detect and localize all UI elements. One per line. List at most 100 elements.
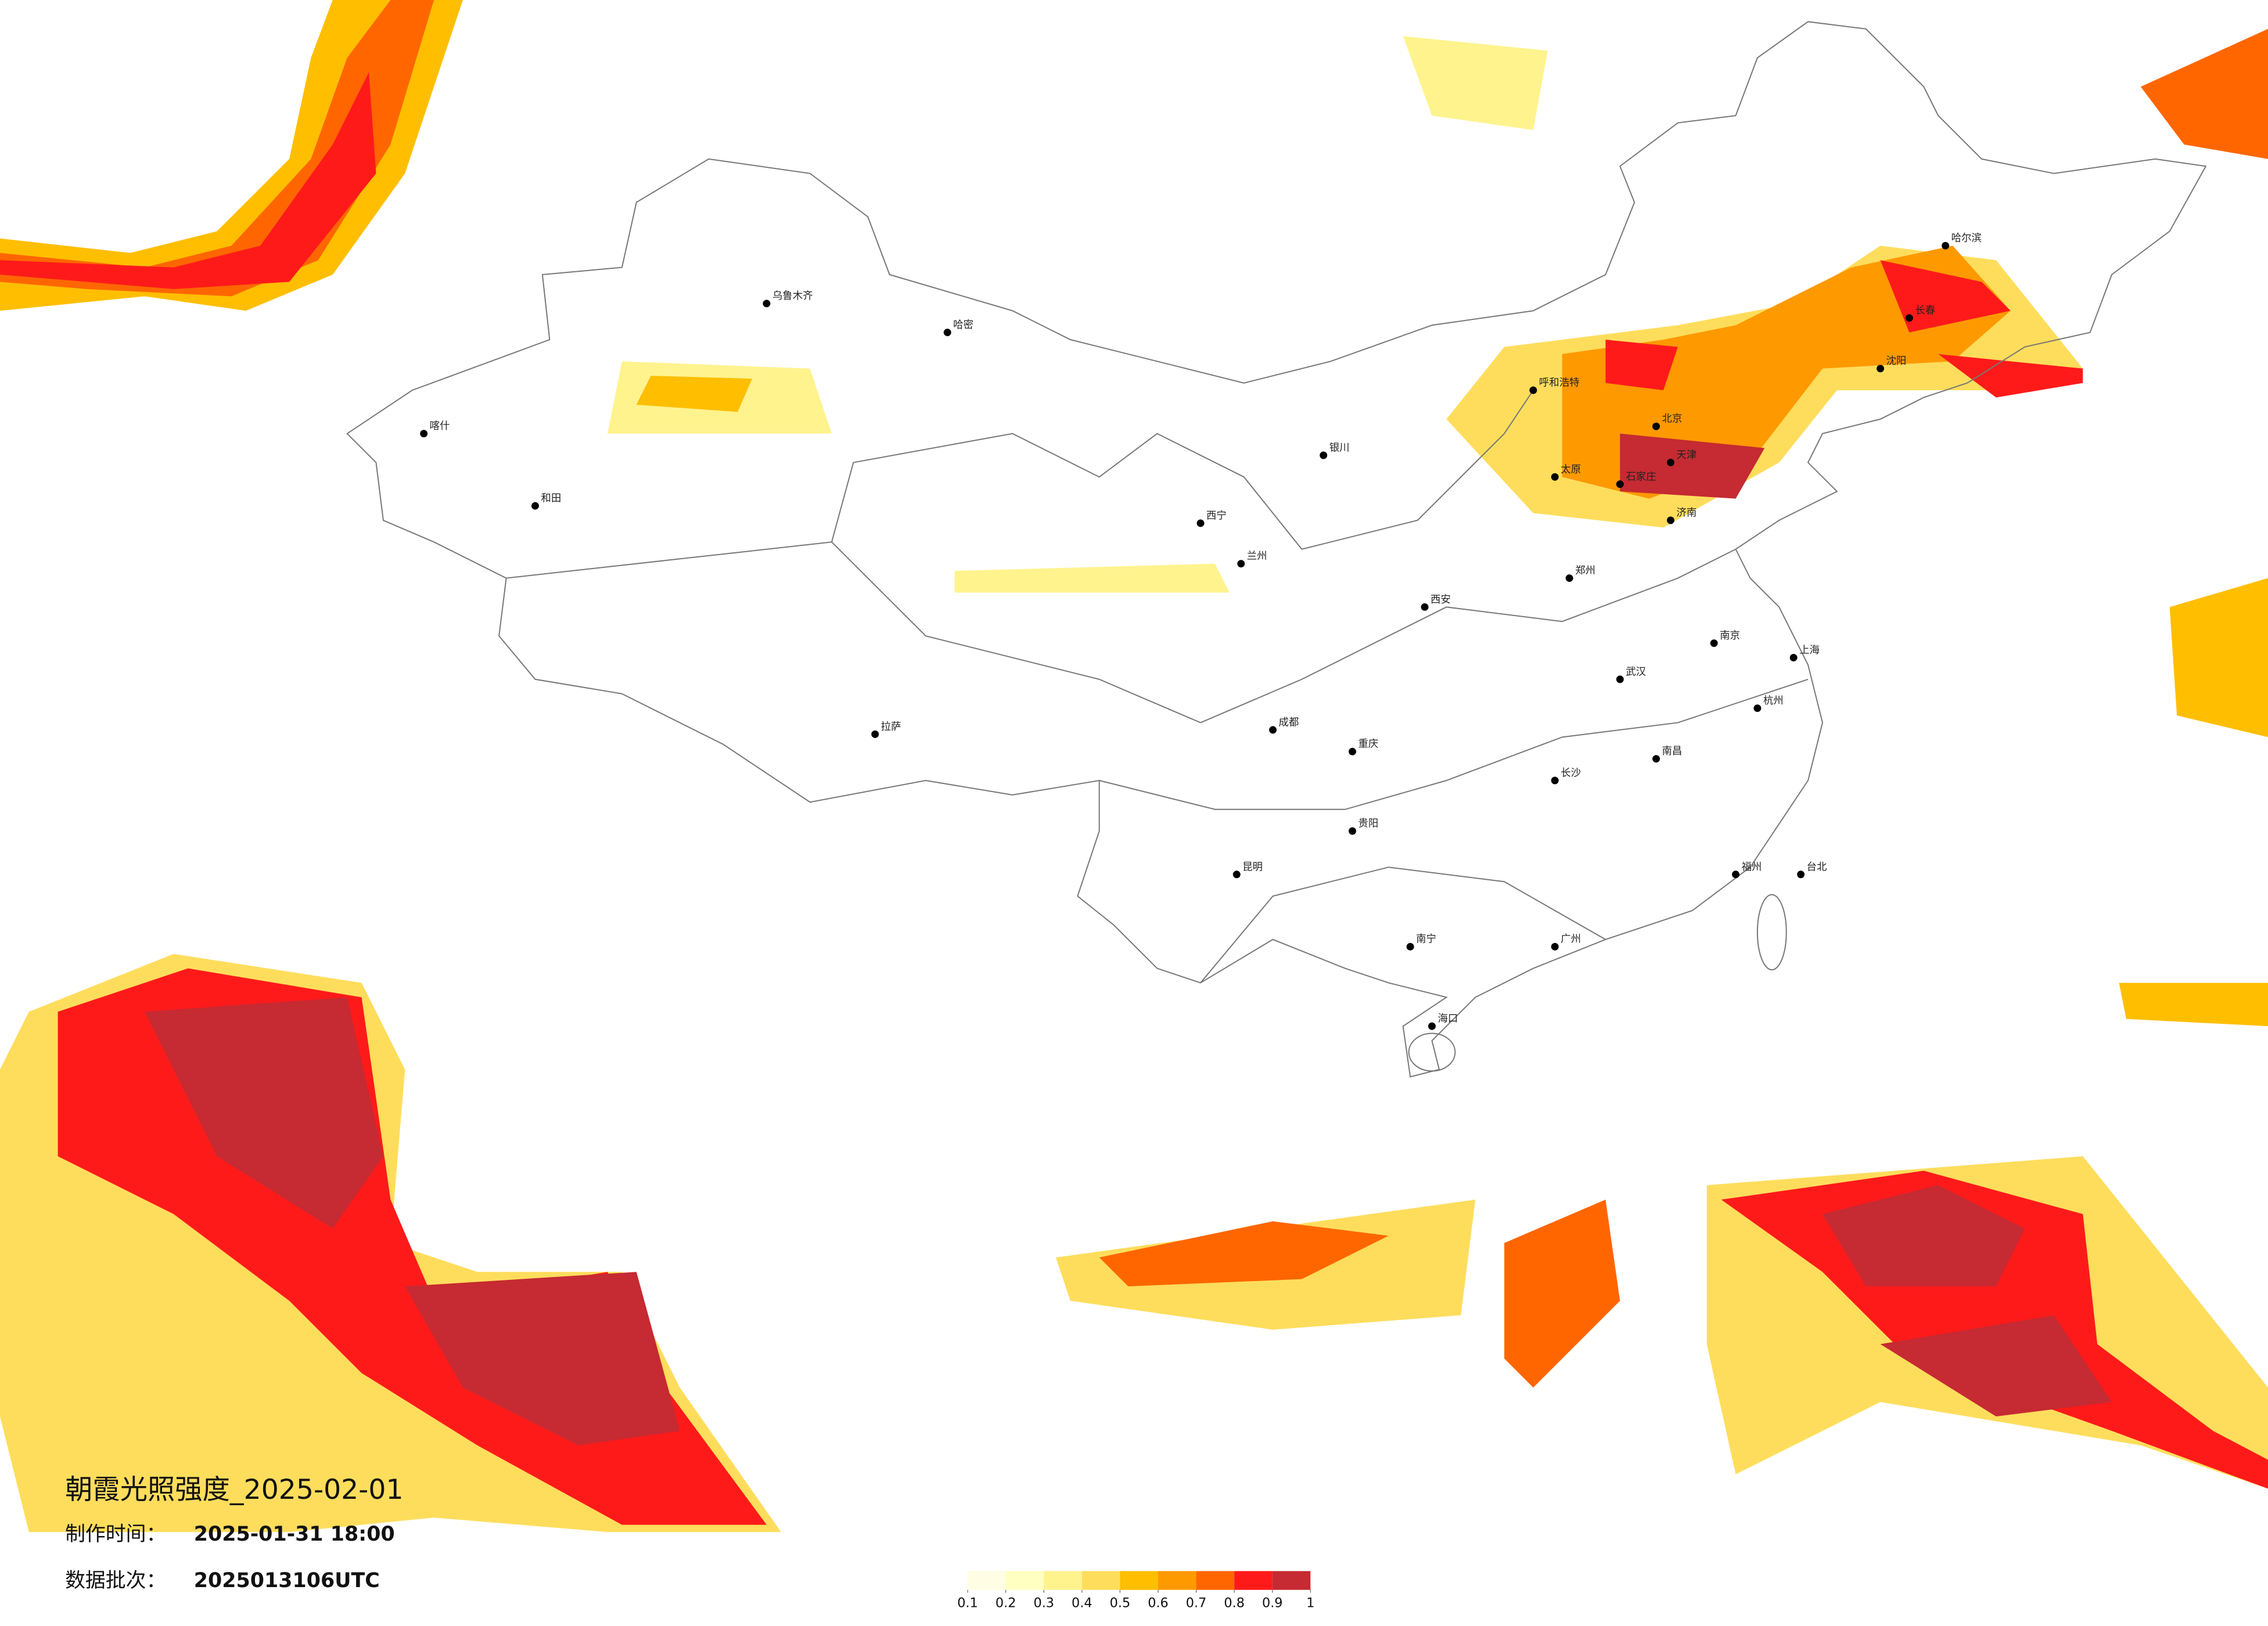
country-outline xyxy=(346,21,2207,1078)
city-dot xyxy=(1565,574,1573,582)
colorbar-tick-label: 1 xyxy=(1306,1596,1314,1611)
city-dot xyxy=(1877,365,1885,373)
city-dot xyxy=(1652,755,1660,763)
city-label: 南宁 xyxy=(1416,934,1436,945)
heat-layer xyxy=(0,0,2268,1533)
heat-area xyxy=(1620,433,1765,499)
city-dot xyxy=(1232,870,1241,879)
city-label: 哈密 xyxy=(953,319,973,331)
city-label: 郑州 xyxy=(1575,565,1595,577)
city-label: 喀什 xyxy=(430,420,450,432)
heat-area xyxy=(1822,1185,2025,1287)
city-dot xyxy=(1666,516,1674,524)
province-line xyxy=(506,390,1534,579)
city-label: 福州 xyxy=(1741,861,1762,873)
city-label: 西宁 xyxy=(1206,510,1227,522)
city-label: 海口 xyxy=(1437,1013,1458,1025)
colorbar-tick-label: 0.2 xyxy=(995,1596,1016,1611)
heat-area xyxy=(2140,28,2268,159)
colorbar-tick-label: 0.4 xyxy=(1072,1596,1092,1611)
colorbar-swatch xyxy=(1120,1571,1159,1590)
colorbar: 0.1 0.2 0.3 0.4 0.5 0.6 0.7 0.8 0.9 1 xyxy=(957,1571,1314,1611)
city-label: 昆明 xyxy=(1242,861,1263,873)
city-dot xyxy=(1406,942,1414,951)
city-label: 重庆 xyxy=(1358,739,1379,750)
city-dot xyxy=(1652,422,1660,430)
city-label: 台北 xyxy=(1807,861,1827,873)
city-label: 太原 xyxy=(1561,464,1581,476)
heat-area xyxy=(405,1272,680,1445)
city-dot xyxy=(420,430,428,438)
city-dot xyxy=(1666,458,1674,466)
city-dot xyxy=(1551,942,1559,951)
city-dot xyxy=(531,502,539,510)
city-dot xyxy=(1942,242,1950,250)
city-label: 和田 xyxy=(541,493,561,505)
heat-area xyxy=(1880,260,2011,333)
city-dot xyxy=(1616,480,1624,488)
heat-area xyxy=(1504,1199,1620,1388)
city-dot xyxy=(871,730,879,738)
colorbar-tick-label: 0.1 xyxy=(957,1596,978,1611)
city-dot xyxy=(1905,314,1913,322)
colorbar-tick-label: 0.5 xyxy=(1110,1596,1131,1611)
province-line xyxy=(1200,866,1606,984)
taiwan xyxy=(1756,894,1787,971)
city-dot xyxy=(1753,704,1762,713)
colorbar-swatch xyxy=(968,1571,1006,1590)
city-label: 西安 xyxy=(1430,594,1451,606)
city-dot xyxy=(763,300,771,308)
city-label: 上海 xyxy=(1799,645,1820,656)
city-label: 兰州 xyxy=(1247,551,1267,562)
heat-area xyxy=(2119,983,2268,1027)
heat-area xyxy=(1605,339,1678,390)
colorbar-swatch xyxy=(1081,1571,1120,1590)
city-label: 杭州 xyxy=(1763,695,1784,707)
city-dot xyxy=(1320,451,1328,459)
city-label: 银川 xyxy=(1329,443,1350,454)
heat-area xyxy=(145,997,383,1229)
heat-area xyxy=(1099,1221,1389,1287)
city-dot xyxy=(943,328,951,336)
city-label: 成都 xyxy=(1279,717,1299,728)
city-dot xyxy=(1421,603,1429,611)
heat-area xyxy=(1880,1315,2112,1417)
heat-area xyxy=(2169,578,2268,738)
city-label: 北京 xyxy=(1662,413,1683,425)
city-label: 长春 xyxy=(1915,305,1935,316)
city-dot xyxy=(1789,653,1798,661)
province-line xyxy=(1099,678,1809,810)
colorbar-tick-label: 0.9 xyxy=(1262,1596,1283,1611)
city-dot xyxy=(1616,675,1624,684)
colorbar-swatch xyxy=(1196,1571,1235,1590)
city-dot xyxy=(1428,1022,1436,1030)
city-label: 贵阳 xyxy=(1358,818,1379,830)
city-dot xyxy=(1551,473,1559,481)
city-label: 呼和浩特 xyxy=(1539,377,1580,389)
colorbar-tick-label: 0.8 xyxy=(1224,1596,1245,1611)
city-label: 广州 xyxy=(1561,934,1581,945)
batch-value: 2025013106UTC xyxy=(194,1569,380,1592)
colorbar-swatch xyxy=(1044,1571,1082,1590)
colorbar-swatch xyxy=(1005,1571,1044,1590)
city-dot xyxy=(1237,560,1245,568)
city-label: 天津 xyxy=(1676,449,1696,461)
city-dot xyxy=(1269,726,1277,734)
city-dot xyxy=(1529,386,1537,394)
city-label: 南昌 xyxy=(1662,746,1683,757)
city-dot xyxy=(1732,870,1739,879)
heat-area xyxy=(1403,36,1548,130)
made-time-value: 2025-01-31 18:00 xyxy=(194,1523,395,1546)
city-label: 长沙 xyxy=(1561,768,1581,779)
city-label: 石家庄 xyxy=(1626,471,1656,483)
city-dot xyxy=(1349,827,1357,835)
city-dot xyxy=(1196,519,1205,527)
colorbar-swatch xyxy=(1234,1571,1273,1590)
colorbar-tick-label: 0.6 xyxy=(1148,1596,1169,1611)
city-dot xyxy=(1710,639,1718,647)
hainan xyxy=(1408,1033,1456,1072)
batch-label: 数据批次： xyxy=(65,1569,166,1592)
